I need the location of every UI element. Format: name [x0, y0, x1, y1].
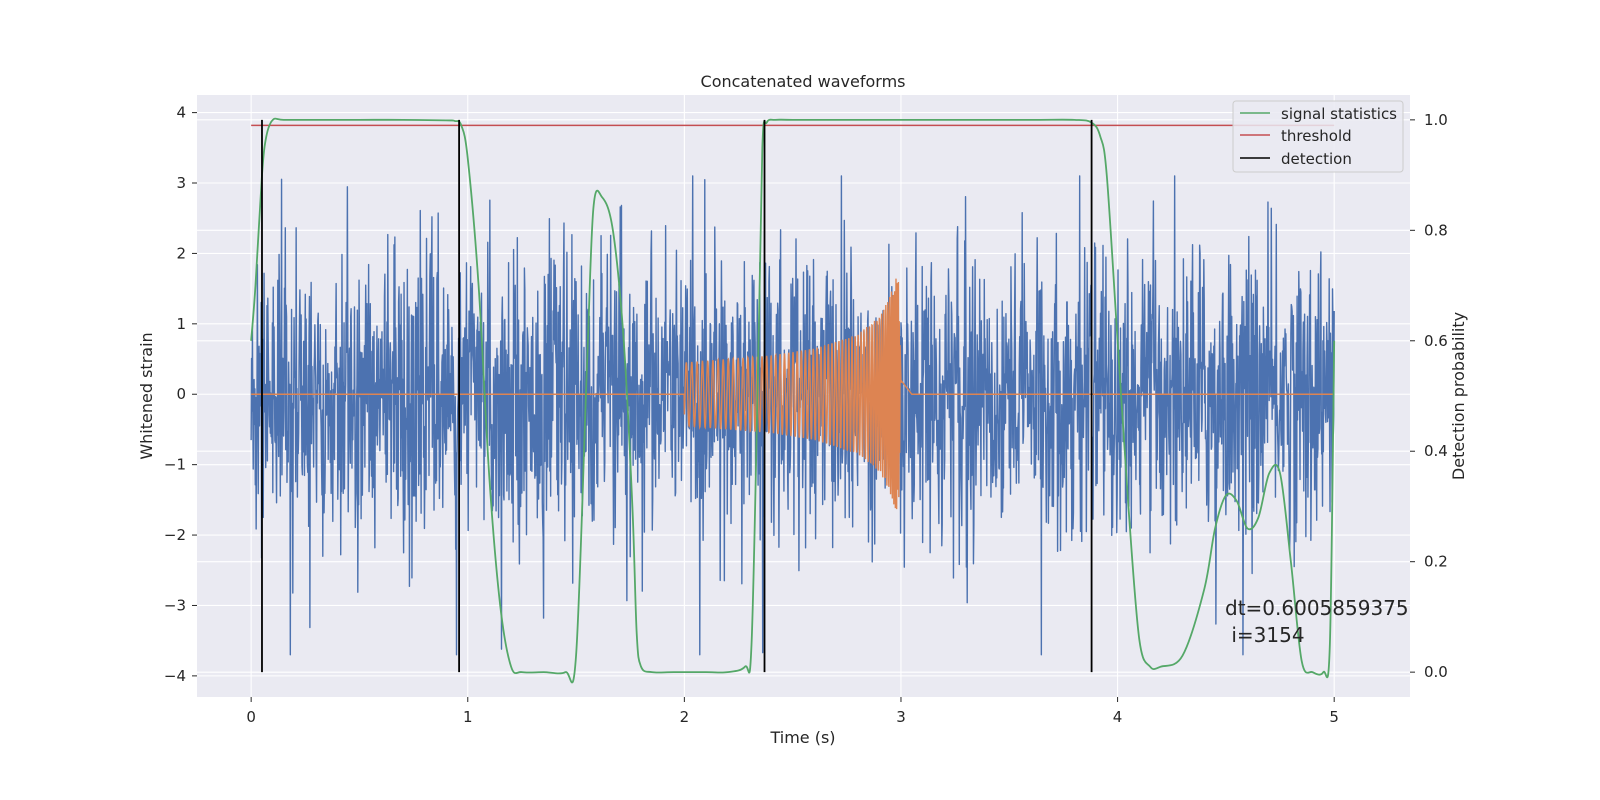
x-tick-label-4: 4 — [1113, 708, 1123, 726]
y2-tick-label-3: 0.6 — [1424, 332, 1448, 350]
y-axis-label: Whitened strain — [137, 332, 156, 459]
y-tick-label-2: −2 — [164, 526, 186, 544]
y2-tick-label-0: 0.0 — [1424, 663, 1448, 681]
y2-tick-label-2: 0.4 — [1424, 442, 1448, 460]
y-tick-label-7: 3 — [176, 174, 186, 192]
y-tick-label-5: 1 — [176, 315, 186, 333]
y-tick-label-3: −1 — [164, 456, 186, 474]
x-tick-label-0: 0 — [246, 708, 256, 726]
y2-tick-label-5: 1.0 — [1424, 111, 1448, 129]
y2-axis-ticks: 0.0 0.2 0.4 0.6 0.8 1.0 — [1410, 111, 1448, 681]
x-axis-label: Time (s) — [769, 728, 835, 747]
x-tick-label-2: 2 — [680, 708, 690, 726]
x-tick-label-3: 3 — [896, 708, 906, 726]
noise-series — [250, 175, 1335, 656]
x-tick-label-1: 1 — [463, 708, 473, 726]
y2-axis-label: Detection probability — [1449, 312, 1468, 480]
y-tick-label-0: −4 — [164, 667, 186, 685]
statistics-series — [250, 117, 1336, 684]
legend: signal statistics threshold detection — [1232, 100, 1404, 173]
legend-label-statistics: signal statistics — [1281, 105, 1397, 123]
annotation-dt: dt=0.6005859375 — [1225, 596, 1409, 620]
legend-label-threshold: threshold — [1281, 127, 1352, 145]
y-tick-label-6: 2 — [176, 244, 186, 262]
y-tick-label-4: 0 — [176, 385, 186, 403]
y-tick-label-8: 4 — [176, 104, 186, 122]
y2-tick-label-4: 0.8 — [1424, 221, 1448, 239]
signal-line — [251, 278, 1335, 510]
x-tick-label-5: 5 — [1329, 708, 1339, 726]
noise-line — [250, 175, 1335, 656]
statistics-line — [250, 117, 1336, 684]
signal-series — [251, 278, 1335, 510]
annotation-i: i=3154 — [1225, 623, 1305, 647]
chart-title: Concatenated waveforms — [701, 72, 906, 91]
y-axis-ticks: −4 −3 −2 −1 0 1 2 3 4 — [164, 104, 197, 685]
y2-tick-label-1: 0.2 — [1424, 553, 1448, 571]
legend-box — [1232, 100, 1404, 173]
y-tick-label-1: −3 — [164, 596, 186, 614]
detection-series — [261, 119, 1093, 673]
legend-label-detection: detection — [1281, 150, 1352, 168]
x-axis-ticks: 0 1 2 3 4 5 — [246, 697, 1339, 726]
